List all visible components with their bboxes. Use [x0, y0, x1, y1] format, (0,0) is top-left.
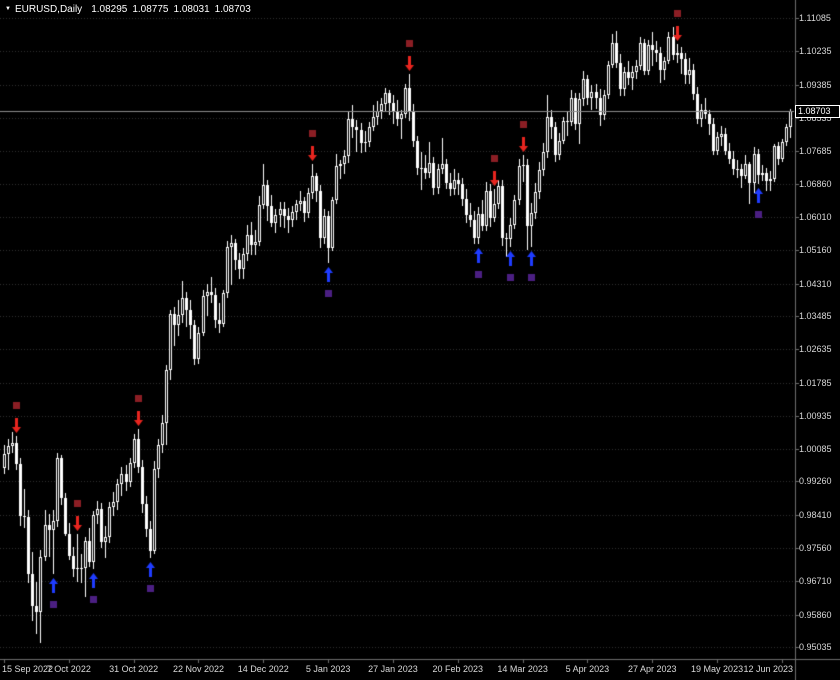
- time-axis-label: 12 Jun 2023: [743, 664, 793, 674]
- symbol-period-label: EURUSD,Daily: [14, 4, 83, 15]
- price-axis-label: 0.96710: [799, 576, 832, 587]
- price-axis-label: 1.06010: [799, 211, 832, 222]
- high-value: 1.08775: [132, 4, 169, 15]
- time-axis[interactable]: 15 Sep 2022 7 Oct 2022 31 Oct 2022 22 Nov 2…: [0, 660, 795, 680]
- price-axis-label: 1.06860: [799, 178, 832, 189]
- price-axis-label: 1.00935: [799, 410, 832, 421]
- price-axis-label: 1.07685: [799, 146, 832, 157]
- open-value: 1.08295: [91, 4, 128, 15]
- price-axis-label: 1.02635: [799, 344, 832, 355]
- low-value: 1.08031: [173, 4, 210, 15]
- time-axis-label: 31 Oct 2022: [109, 664, 159, 674]
- price-axis-label: 1.01785: [799, 377, 832, 388]
- time-axis-label: 5 Jan 2023: [305, 664, 351, 674]
- time-axis-label: 19 May 2023: [691, 664, 744, 674]
- price-axis-label: 1.09385: [799, 79, 832, 90]
- time-axis-label: 27 Jan 2023: [368, 664, 418, 674]
- price-axis-label: 0.95860: [799, 609, 832, 620]
- price-axis-label: 1.04310: [799, 278, 832, 289]
- time-axis-label: 14 Mar 2023: [497, 664, 548, 674]
- time-axis-label: 27 Apr 2023: [627, 664, 677, 674]
- time-axis-label: 22 Nov 2022: [172, 664, 224, 674]
- time-axis-label: 15 Sep 2022: [2, 664, 54, 674]
- price-axis-label: 1.11085: [799, 13, 831, 24]
- price-axis-label: 1.00085: [799, 444, 832, 455]
- time-axis-label: 14 Dec 2022: [237, 664, 289, 674]
- price-axis-label: 0.95035: [799, 642, 832, 653]
- price-axis-label: 0.98410: [799, 509, 832, 520]
- price-axis[interactable]: 1.110851.102351.093851.085351.076851.068…: [796, 0, 840, 660]
- current-price-label: 1.08703: [795, 105, 840, 119]
- symbol-dropdown-icon: ▼: [5, 6, 11, 12]
- price-axis-label: 1.10235: [799, 46, 832, 57]
- chart-title: ▼ EURUSD,Daily 1.08295 1.08775 1.08031 1.0870…: [5, 4, 256, 15]
- price-axis-label: 0.97560: [799, 543, 832, 554]
- time-axis-label: 20 Feb 2023: [432, 664, 484, 674]
- price-axis-label: 0.99260: [799, 476, 832, 487]
- time-axis-label: 5 Apr 2023: [565, 664, 610, 674]
- price-axis-label: 1.03485: [799, 310, 832, 321]
- close-value: 1.08703: [214, 4, 251, 15]
- time-axis-label: 7 Oct 2022: [46, 664, 91, 674]
- price-axis-label: 1.05160: [799, 245, 832, 256]
